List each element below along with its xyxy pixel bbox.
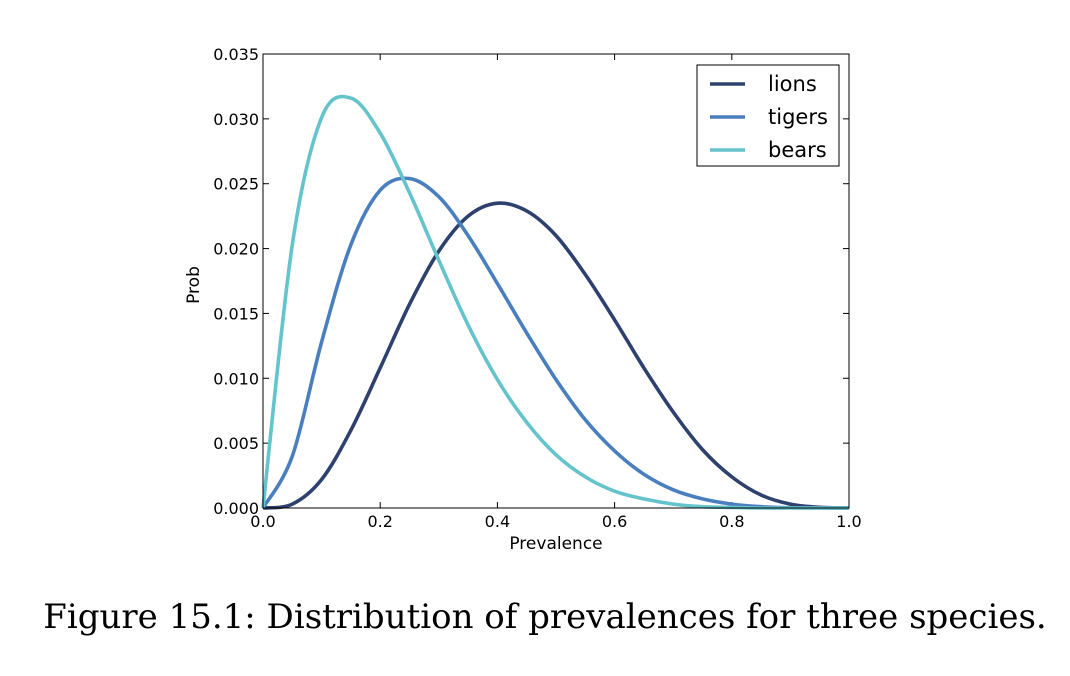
y-tick-label: 0.010 [213,369,259,388]
plot-frame [262,53,850,509]
series-line-tigers [261,176,850,510]
y-tick-label: 0.030 [213,110,259,129]
y-tick-label: 0.020 [213,240,259,259]
series-line-lions [262,201,850,510]
legend-label-lions: lions [768,72,817,96]
y-tick-label: 0.015 [213,304,259,323]
legend: lions tigers bears [696,64,840,167]
x-tick-label: 0.2 [367,512,392,531]
y-tick-label: 0.000 [213,499,259,518]
x-tick-label: 1.0 [836,512,861,531]
x-tick-label: 0.8 [719,512,744,531]
legend-label-tigers: tigers [768,105,828,129]
y-tick-label: 0.035 [213,45,259,64]
legend-label-bears: bears [768,138,827,162]
x-tick-label: 0.6 [602,512,627,531]
y-tick-label: 0.025 [213,175,259,194]
x-axis-ticks: 0.0 0.2 0.4 0.6 0.8 1.0 [250,54,862,531]
figure-caption: Figure 15.1: Distribution of prevalences… [43,597,1046,637]
y-tick-label: 0.005 [213,434,259,453]
x-tick-label: 0.4 [485,512,510,531]
y-axis-label: Prob [184,266,204,304]
x-tick-label: 0.0 [250,512,275,531]
x-axis-label: Prevalence [509,534,602,554]
